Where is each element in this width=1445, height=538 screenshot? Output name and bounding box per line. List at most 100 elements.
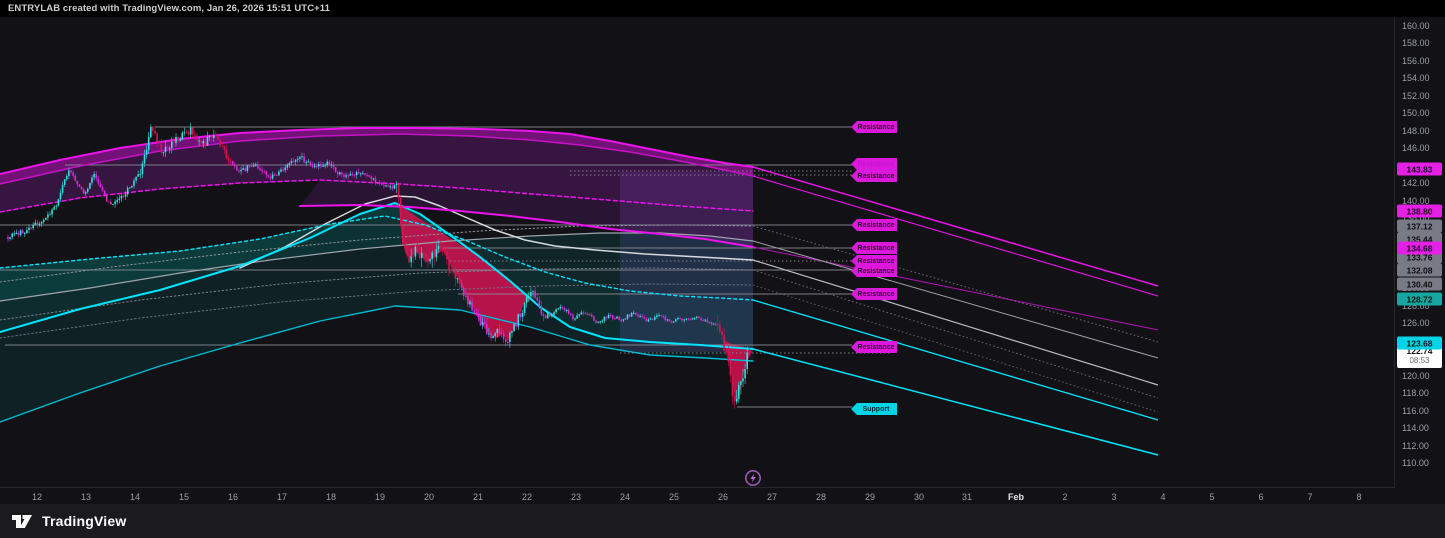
time-tick: 31 (961, 492, 973, 502)
price-level-tag: 132.08 (1397, 263, 1442, 277)
projection-line (752, 225, 1159, 343)
price-tick: 138.00 (1402, 213, 1430, 224)
price-tick: 116.00 (1402, 405, 1429, 416)
resistance-tag[interactable]: Resistance (851, 158, 897, 170)
price-axis[interactable]: 160.00 158.00 156.00 154.00 152.00 150.00 148.… (1394, 17, 1445, 487)
ribbon-fill (0, 216, 753, 301)
time-tick: 3 (1111, 492, 1117, 502)
tradingview-logo-icon[interactable] (10, 509, 34, 533)
time-axis[interactable]: 12 13 14 15 16 17 18 19 20 21 22 23 24 25 26 27 28 29 30 31… (0, 487, 1395, 505)
indicator-curve-gdot3 (0, 283, 754, 339)
price-chart[interactable] (0, 0, 1395, 504)
time-tick: 29 (864, 492, 876, 502)
time-tick: 28 (815, 492, 827, 502)
indicator-curve-w_b (0, 232, 754, 302)
bar-countdown: 08:53 (1409, 356, 1430, 365)
resistance-tag[interactable]: Resistance (851, 288, 897, 300)
price-level-tag: 123.68 (1397, 336, 1442, 350)
price-level-tag: 143.83 (1397, 162, 1442, 176)
time-tick: 14 (129, 492, 141, 502)
projection-line (752, 348, 1159, 456)
price-tick: 150.00 (1402, 108, 1430, 119)
resistance-tag[interactable]: Resistance (851, 242, 897, 254)
candles-series (7, 122, 751, 409)
projection-line (752, 259, 1159, 386)
indicator-curve-c_a (0, 202, 754, 350)
time-tick: 21 (472, 492, 484, 502)
chart-attribution-bar: ENTRYLAB created with TradingView.com, J… (0, 0, 1445, 17)
price-level-tag: 130.40 (1397, 277, 1442, 291)
price-tick: 128.00 (1402, 300, 1430, 311)
price-tick: 148.00 (1402, 125, 1430, 136)
projection-line (752, 284, 1159, 413)
crash-fill (723, 340, 752, 405)
time-tick: 15 (178, 492, 190, 502)
price-tick: 140.00 (1402, 195, 1430, 206)
time-tick: 2 (1062, 492, 1068, 502)
time-tick: 18 (325, 492, 337, 502)
plot-area (0, 122, 1159, 456)
time-tick: 5 (1209, 492, 1215, 502)
price-level-tag: 134.68 (1397, 241, 1442, 255)
price-level-tag: 128.72 (1397, 292, 1442, 306)
price-tick: 120.00 (1402, 370, 1430, 381)
time-tick: 12 (31, 492, 43, 502)
resistance-tag[interactable]: Resistance (851, 341, 897, 353)
time-tick: 17 (276, 492, 288, 502)
resistance-tag[interactable]: Resistance (851, 170, 897, 182)
resistance-tag[interactable]: Resistance (851, 255, 897, 267)
price-tick: 156.00 (1402, 55, 1430, 66)
price-level-tag: 138.80 (1397, 204, 1442, 218)
highlight-box (620, 172, 753, 352)
resistance-tag[interactable]: Resistance (851, 219, 897, 231)
indicator-curve-m_dash (0, 179, 754, 213)
price-tick: 142.00 (1402, 178, 1430, 189)
projection-line (752, 299, 1159, 421)
attribution-text: ENTRYLAB created with TradingView.com, J… (8, 3, 331, 14)
support-tag[interactable]: Support (851, 403, 897, 415)
time-tick: 22 (521, 492, 533, 502)
time-tick: 30 (913, 492, 925, 502)
price-tick: 158.00 (1402, 38, 1430, 49)
indicator-curve-c_b (0, 305, 754, 423)
price-tick: 152.00 (1402, 90, 1430, 101)
price-tick: 114.00 (1402, 423, 1429, 434)
price-tick: 154.00 (1402, 73, 1430, 84)
time-tick: 19 (374, 492, 386, 502)
time-tick: 8 (1356, 492, 1362, 502)
time-tick: Feb (1007, 492, 1025, 502)
time-tick: 20 (423, 492, 435, 502)
indicator-curve-c_dash (0, 215, 754, 301)
time-tick: 26 (717, 492, 729, 502)
price-tick: 146.00 (1402, 143, 1430, 154)
indicator-curve-m_top2 (0, 133, 754, 185)
price-tick: 160.00 (1402, 21, 1430, 31)
time-tick: 16 (227, 492, 239, 502)
projection-line (752, 175, 1159, 297)
boost-lightning-icon[interactable] (744, 469, 762, 487)
price-tick: 112.00 (1402, 440, 1429, 451)
projection-line (752, 240, 1159, 359)
ribbon-fill (0, 134, 753, 212)
time-tick: 7 (1307, 492, 1313, 502)
time-tick: 27 (766, 492, 778, 502)
tradingview-brand-text[interactable]: TradingView (42, 513, 127, 529)
time-tick: 13 (80, 492, 92, 502)
time-tick: 6 (1258, 492, 1264, 502)
resistance-tag[interactable]: Resistance (851, 265, 897, 277)
projection-line (752, 166, 1159, 287)
price-level-tag: 137.12 (1397, 219, 1442, 233)
footer-bar: TradingView (0, 504, 1445, 538)
resistance-tag[interactable]: Resistance (851, 121, 897, 133)
time-tick: 23 (570, 492, 582, 502)
crash-fill (399, 204, 530, 341)
price-tick: 126.00 (1402, 318, 1430, 329)
time-tick: 4 (1160, 492, 1166, 502)
ribbon-fill (0, 203, 753, 349)
indicator-curve-gdot1 (0, 224, 754, 283)
indicator-curve-w_a (239, 195, 754, 269)
projection-line (752, 269, 1159, 399)
ribbon-fill (0, 203, 753, 422)
ribbon-fill (0, 128, 753, 184)
